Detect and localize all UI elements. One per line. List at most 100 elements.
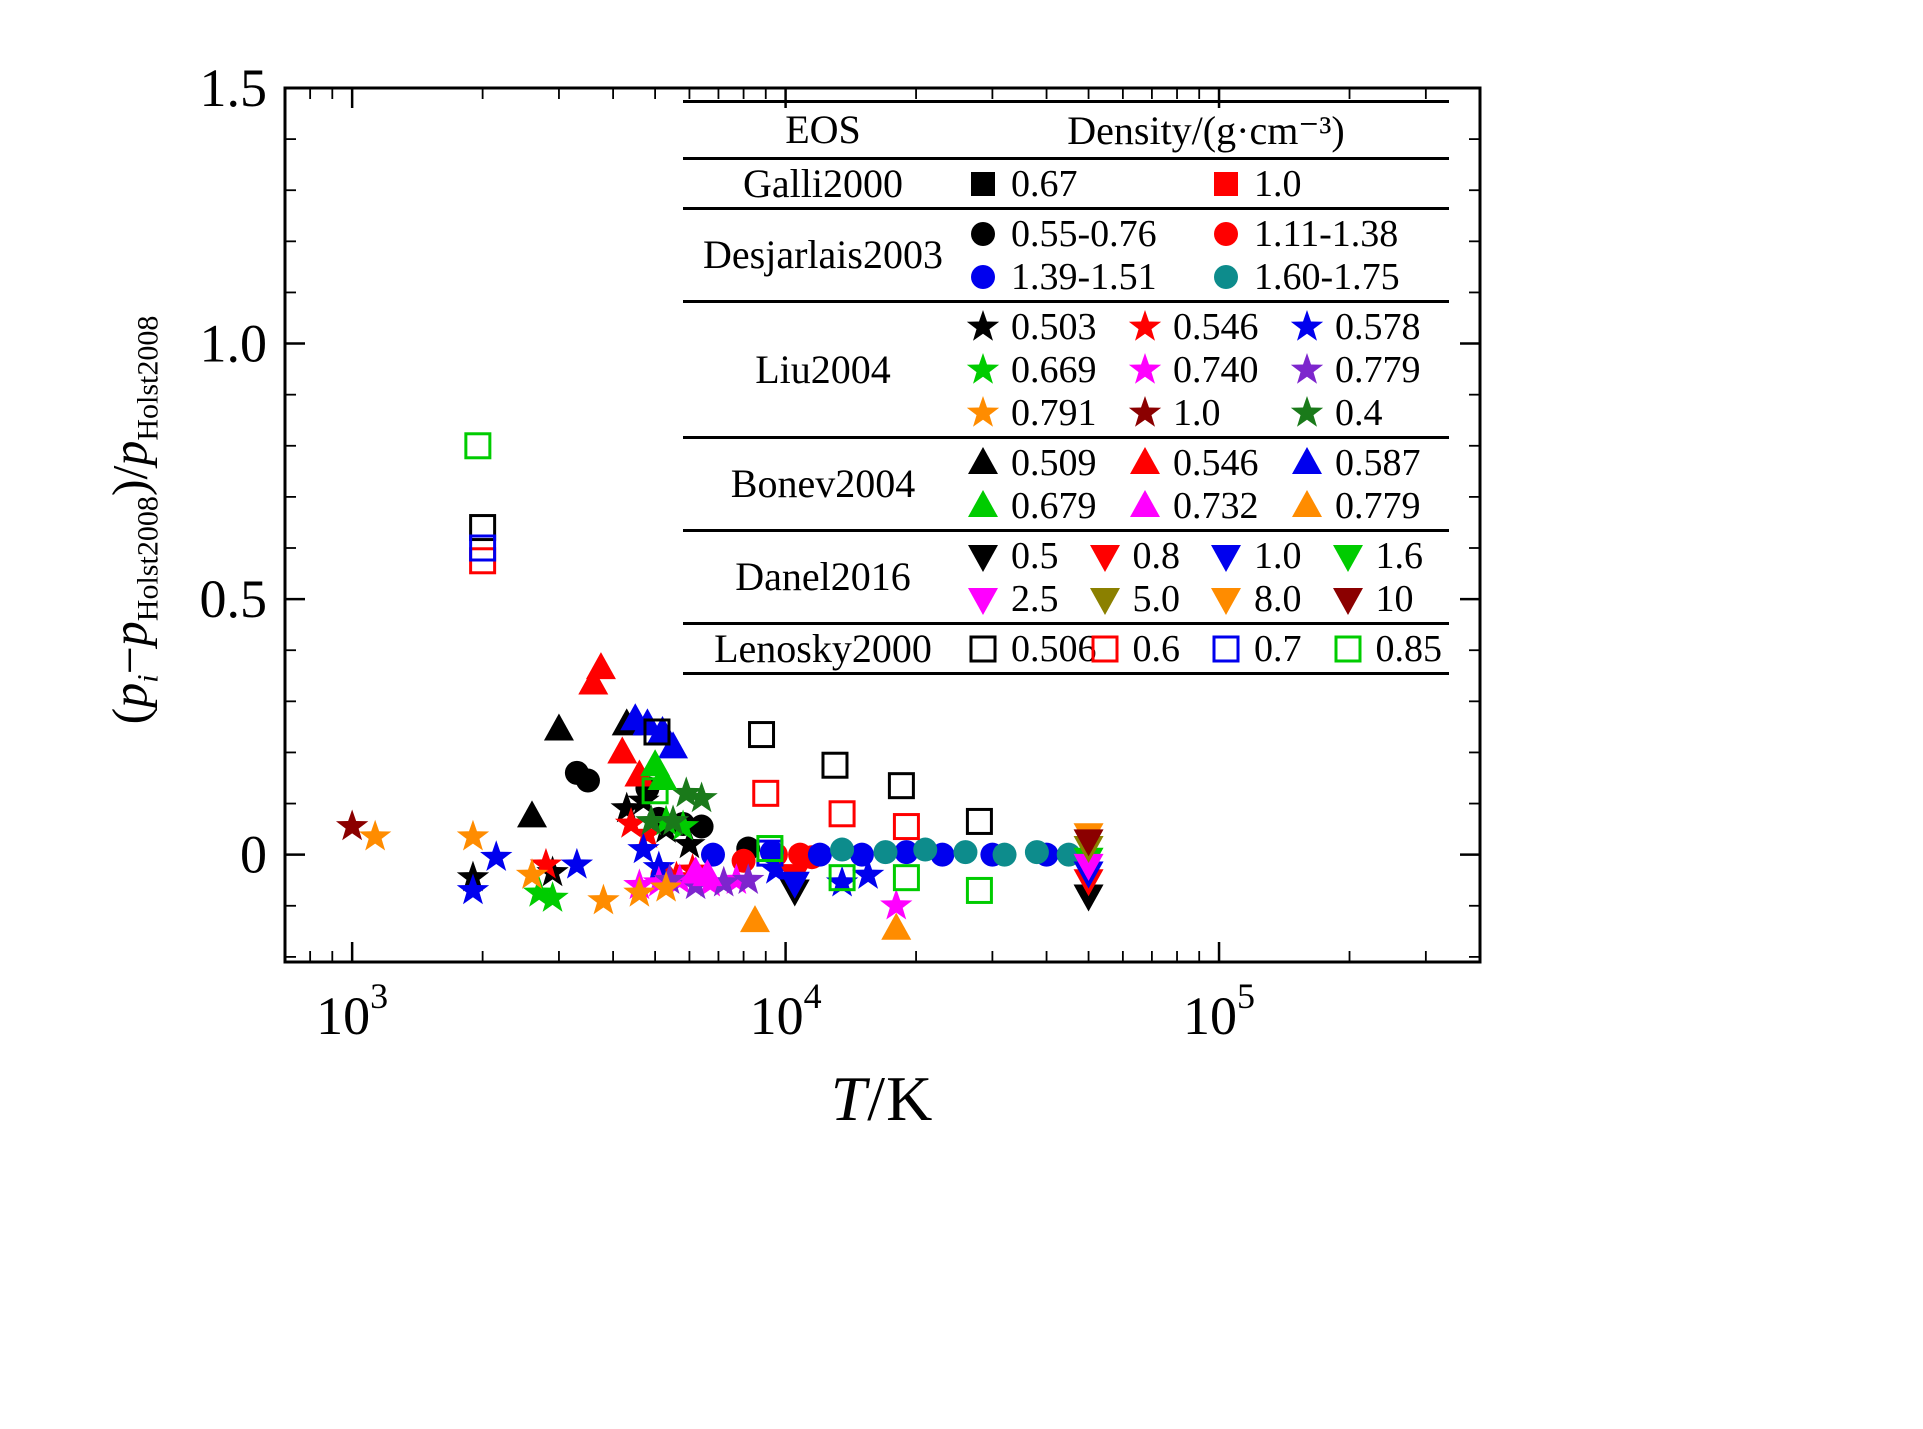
square-marker-icon bbox=[1214, 171, 1238, 196]
data-point bbox=[689, 814, 714, 839]
data-point bbox=[1024, 840, 1049, 865]
triangle-up-icon bbox=[1125, 443, 1165, 483]
legend-entry: 0.546 bbox=[1125, 441, 1287, 485]
legend-line: 0.67 1.0 bbox=[963, 162, 1449, 205]
data-point bbox=[1214, 221, 1238, 246]
data-point bbox=[968, 489, 998, 517]
star-icon bbox=[963, 307, 1003, 347]
star-icon bbox=[1287, 307, 1327, 347]
data-point bbox=[610, 791, 643, 823]
square-marker-icon bbox=[971, 171, 995, 196]
data-point bbox=[670, 776, 703, 808]
star-icon bbox=[1125, 393, 1165, 433]
data-point bbox=[1214, 264, 1238, 289]
data-point bbox=[673, 827, 706, 859]
legend-line: 0.669 0.740 0.779 bbox=[963, 348, 1449, 391]
legend-entries: 0.503 0.546 0.578 0.669 0.740 0.779 0.791 1.0 0.… bbox=[963, 303, 1449, 436]
data-point bbox=[821, 751, 849, 779]
legend-line: 2.5 5.0 8.0 10 bbox=[963, 577, 1449, 620]
data-point bbox=[469, 534, 497, 562]
legend-density-value: 1.11-1.38 bbox=[1254, 212, 1399, 255]
legend-density-value: 1.39-1.51 bbox=[1011, 255, 1157, 298]
legend-entry: 0.679 bbox=[963, 484, 1125, 528]
legend-rule bbox=[683, 157, 1449, 160]
data-point bbox=[469, 514, 497, 542]
y-label-sub-holst2: Holst2008 bbox=[131, 315, 165, 441]
series-Bonev2004-0.732 bbox=[680, 856, 723, 887]
legend-rule bbox=[683, 207, 1449, 210]
y-label-p-holst2: p bbox=[101, 440, 158, 466]
triangle-down-icon bbox=[1206, 536, 1246, 576]
y-axis-label: (pi−pHolst2008)/pHolst2008 bbox=[101, 316, 166, 725]
triangle-down-marker-icon bbox=[1211, 587, 1241, 615]
data-point bbox=[887, 772, 915, 800]
data-point bbox=[828, 864, 856, 892]
data-point bbox=[1292, 446, 1322, 474]
series-Desjarlais2003-1.60-1.75 bbox=[830, 837, 1081, 867]
series-Liu2004-1.0 bbox=[335, 809, 369, 841]
y-label-sub-holst: Holst2008 bbox=[131, 496, 165, 622]
series-Bonev2004-0.779 bbox=[739, 905, 912, 940]
data-point bbox=[607, 736, 638, 764]
data-point bbox=[969, 635, 997, 662]
legend-density-value: 1.0 bbox=[1173, 391, 1221, 434]
triangle-down-marker-icon bbox=[1089, 587, 1120, 615]
triangle-up-icon bbox=[963, 443, 1003, 483]
legend-rule bbox=[683, 672, 1449, 675]
data-point bbox=[1334, 635, 1361, 662]
legend-density-value: 1.0 bbox=[1254, 534, 1302, 577]
circle-marker-icon bbox=[1214, 264, 1238, 289]
triangle-down-icon bbox=[1085, 579, 1125, 619]
legend-rule bbox=[683, 529, 1449, 532]
data-point bbox=[692, 859, 723, 887]
data-point bbox=[828, 800, 856, 828]
star-icon bbox=[1287, 350, 1327, 390]
legend-density-value: 0.732 bbox=[1173, 484, 1259, 527]
data-point bbox=[779, 871, 810, 899]
y-label-minus: − bbox=[101, 646, 158, 675]
triangle-down-marker-icon bbox=[968, 544, 998, 572]
data-point bbox=[623, 876, 656, 907]
data-point bbox=[966, 309, 1000, 341]
data-point bbox=[825, 865, 859, 897]
legend-entry: 0.779 bbox=[1287, 484, 1449, 528]
series-Bonev2004-0.546 bbox=[578, 652, 655, 787]
axis-ticks bbox=[285, 86, 1480, 962]
circle-icon bbox=[1206, 257, 1246, 297]
data-point bbox=[1211, 587, 1241, 615]
triangle-up-icon bbox=[1125, 486, 1165, 526]
legend-density-value: 0.509 bbox=[1011, 441, 1097, 484]
legend-entry: 1.6 bbox=[1328, 534, 1450, 578]
data-point bbox=[529, 847, 563, 879]
y-label-p-holst: p bbox=[101, 621, 158, 647]
data-point bbox=[1332, 544, 1363, 572]
triangle-down-icon bbox=[963, 536, 1003, 576]
data-point bbox=[585, 652, 616, 680]
legend-eos-name: Bonev2004 bbox=[730, 461, 916, 506]
data-point bbox=[830, 837, 855, 862]
circle-marker-icon bbox=[1214, 221, 1238, 246]
legend-entry: 0.8 bbox=[1085, 534, 1207, 578]
legend-entry: 0.7 bbox=[1206, 627, 1328, 671]
data-point bbox=[643, 718, 671, 746]
data-point bbox=[968, 544, 998, 572]
legend-line: 0.679 0.732 0.779 bbox=[963, 484, 1449, 527]
legend-rule bbox=[683, 300, 1449, 303]
data-point bbox=[587, 883, 620, 915]
legend-entry: 8.0 bbox=[1206, 577, 1328, 621]
data-point bbox=[1290, 352, 1324, 384]
legend-group-Liu2004: Liu2004 0.503 0.546 0.578 0.669 0.740 0.779 0.7… bbox=[683, 303, 1449, 436]
data-point bbox=[966, 395, 1000, 427]
legend-entry: 0.85 bbox=[1328, 627, 1450, 671]
legend-group-Lenosky2000: Lenosky2000 0.506 0.6 0.7 0.85 bbox=[683, 625, 1449, 672]
data-point bbox=[1073, 884, 1104, 912]
square-icon bbox=[1206, 164, 1246, 204]
data-point bbox=[1128, 395, 1162, 427]
data-point bbox=[739, 905, 770, 933]
circle-marker-icon bbox=[971, 221, 995, 246]
data-point bbox=[631, 817, 664, 848]
legend-entry: 0.587 bbox=[1287, 441, 1449, 485]
star-icon bbox=[1125, 307, 1165, 347]
